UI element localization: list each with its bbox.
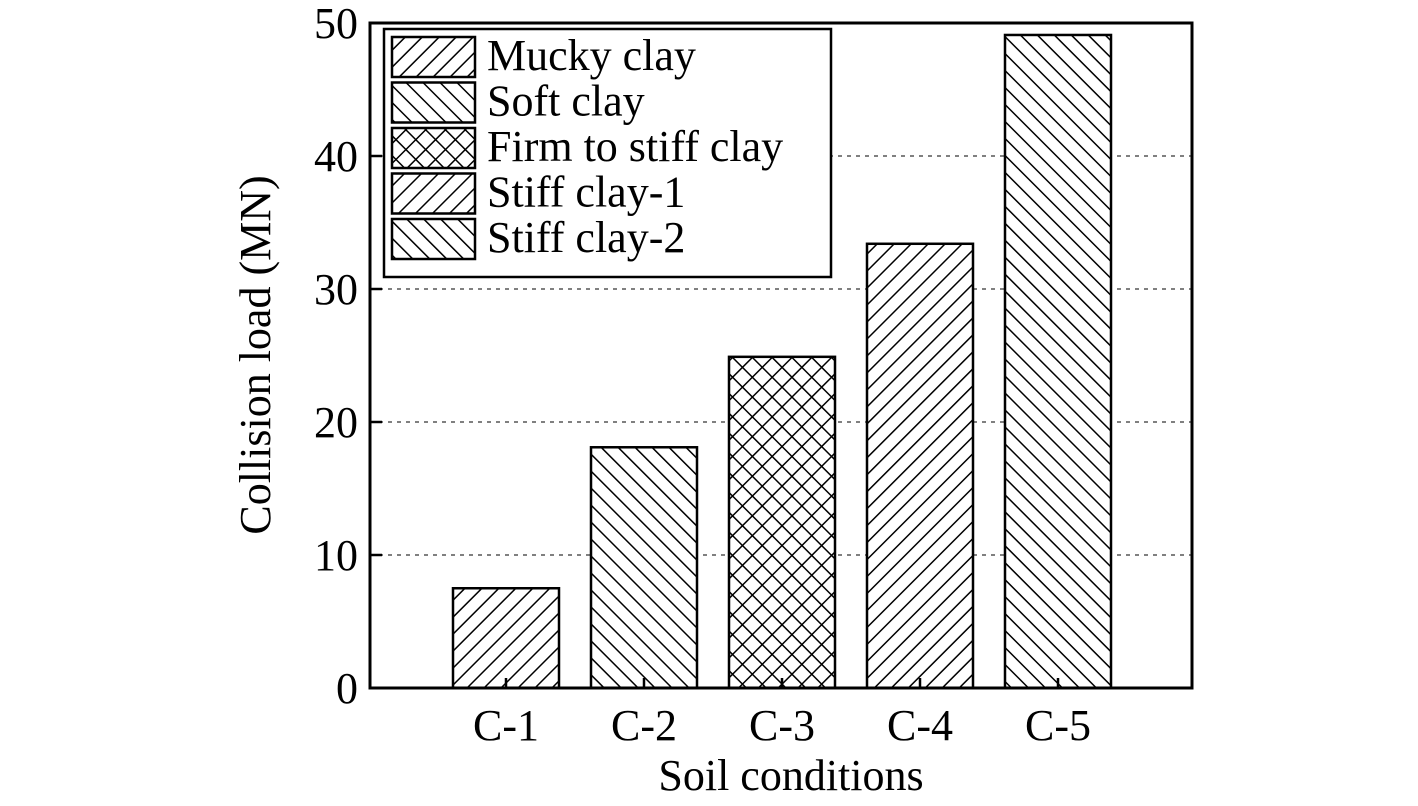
bar-C-1 [451,587,561,690]
y-axis-label: Collision load (MN) [231,175,280,534]
bars-group [451,33,1113,690]
legend-swatch-4 [390,217,477,261]
legend-label-1: Soft clay [487,77,645,126]
y-tick-label-1: 10 [314,531,358,580]
y-tick-label-0: 0 [336,664,358,713]
bar-C-3 [727,355,837,690]
x-axis-label: Soil conditions [658,751,923,800]
legend-label-4: Stiff clay-2 [487,213,685,262]
x-axis-ticks: C-1 C-2 C-3 C-4 C-5 [473,678,1091,750]
y-tick-label-5: 50 [314,0,358,48]
bar-C-4 [865,242,975,690]
legend-swatch-0 [390,35,477,79]
legend-label-2: Firm to stiff clay [487,122,783,171]
legend-label-3: Stiff clay-1 [487,168,685,217]
y-axis-ticks: 0 10 20 30 40 50 [314,0,382,713]
y-tick-label-3: 30 [314,265,358,314]
legend-label-0: Mucky clay [487,31,696,80]
y-tick-label-2: 20 [314,398,358,447]
x-tick-label-C-4: C-4 [887,701,953,750]
x-tick-label-C-3: C-3 [749,701,815,750]
legend-swatch-2 [390,126,477,170]
bar-C-5 [1003,33,1113,690]
x-tick-label-C-1: C-1 [473,701,539,750]
legend-swatch-3 [390,172,477,215]
x-tick-label-C-5: C-5 [1025,701,1091,750]
legend-swatch-1 [390,81,477,124]
y-tick-label-4: 40 [314,132,358,181]
x-tick-label-C-2: C-2 [611,701,677,750]
bar-C-2 [589,446,699,690]
